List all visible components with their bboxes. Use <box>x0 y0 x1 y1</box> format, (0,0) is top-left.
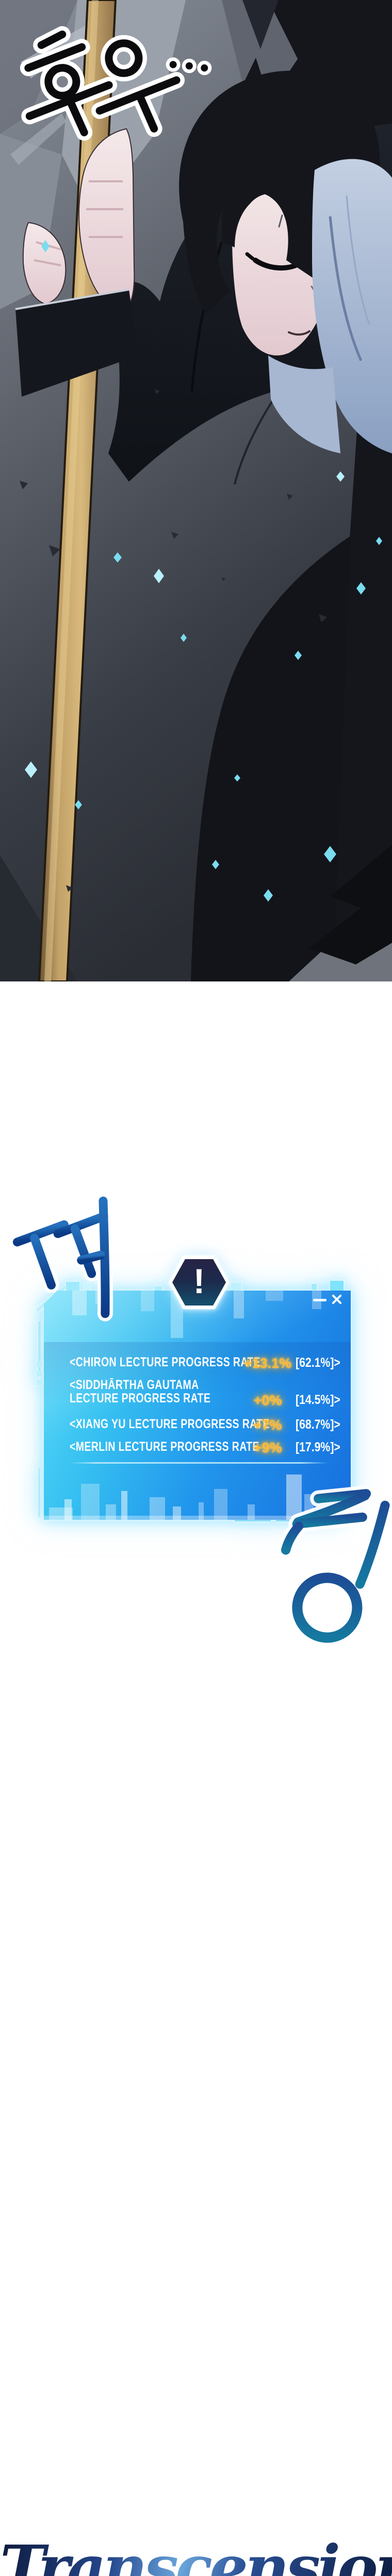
lecture-name: <XIANG YU LECTURE PROGRESS RATE <box>70 1417 270 1431</box>
city-bar <box>150 1497 165 1520</box>
city-bar <box>106 1504 116 1520</box>
city-bar <box>81 1484 100 1520</box>
lecture-delta: +0% <box>253 1393 282 1408</box>
series-title-line1: Transcension <box>0 2537 392 2576</box>
bottom-dash <box>276 1519 289 1521</box>
lecture-delta: +9% <box>253 1440 282 1455</box>
popup-divider <box>70 1462 328 1464</box>
edge-line <box>38 1468 40 1517</box>
hanging-block <box>266 1291 283 1301</box>
lecture-name: <MERLIN LECTURE PROGRESS RATE <box>70 1439 259 1454</box>
pixel-deco <box>66 1282 79 1291</box>
alert-hexagon: ! <box>169 1256 230 1309</box>
hanging-block <box>141 1291 154 1311</box>
sleeve-cuff <box>15 289 138 397</box>
sfx-sigh-text <box>20 26 212 141</box>
lecture-delta: +13.1% <box>243 1355 292 1371</box>
progress-row-siddhartha: <SIDDHĀRTHA GAUTAMA LECTURE PROGRESS RAT… <box>70 1378 331 1405</box>
lecture-delta: +7% <box>253 1417 282 1433</box>
lecture-total: [17.9%]> <box>296 1440 340 1454</box>
pixel-deco <box>84 1284 90 1291</box>
pixel-deco <box>312 1284 317 1290</box>
minimize-icon[interactable] <box>313 1299 326 1301</box>
city-bar <box>248 1504 255 1520</box>
character-hood <box>268 159 392 453</box>
progress-row-xiangyu: <XIANG YU LECTURE PROGRESS RATE +7% [68.… <box>70 1417 331 1431</box>
sparkle-particles <box>25 240 382 902</box>
scene-illustration <box>0 0 392 981</box>
sfx-ding: 띠 <box>0 1185 155 1342</box>
character-hand-upper <box>78 128 135 313</box>
bottom-strip <box>44 1516 351 1520</box>
city-bar <box>64 1499 72 1520</box>
lecture-name: <SIDDHĀRTHA GAUTAMA <box>70 1378 199 1392</box>
series-footer: Transcension Academy ART KYUJANU STORYBO… <box>0 2537 392 2576</box>
lecture-total: [68.7%]> <box>296 1417 340 1432</box>
lecture-name-line2: LECTURE PROGRESS RATE <box>70 1391 211 1405</box>
edge-dash <box>37 1361 43 1367</box>
edge-dash <box>37 1380 43 1385</box>
pixel-deco <box>155 1286 162 1291</box>
close-icon[interactable] <box>330 1293 343 1306</box>
edge-dash <box>37 1370 43 1377</box>
pixel-deco <box>330 1281 344 1291</box>
mouth <box>288 330 311 336</box>
hanging-block <box>234 1291 244 1318</box>
exclamation-icon: ! <box>193 1262 205 1301</box>
bottom-dash <box>235 1519 271 1521</box>
pixel-deco <box>231 1283 241 1291</box>
progress-row-merlin: <MERLIN LECTURE PROGRESS RATE +9% [17.9%… <box>70 1440 331 1453</box>
city-bar <box>286 1475 302 1520</box>
city-bar <box>173 1506 181 1520</box>
edge-line <box>38 1321 41 1371</box>
city-bar <box>199 1502 204 1520</box>
system-popup-window: <CHIRON LECTURE PROGRESS RATE +13.1% [62… <box>36 1281 351 1521</box>
city-bar <box>214 1489 227 1520</box>
sfx-ring: 링 <box>258 1484 392 1651</box>
city-bar <box>121 1491 127 1520</box>
hanging-block <box>72 1291 87 1315</box>
lecture-name: <CHIRON LECTURE PROGRESS RATE <box>70 1355 261 1369</box>
lecture-total: [62.1%]> <box>296 1355 340 1370</box>
debris-particles <box>20 389 327 892</box>
progress-row-chiron: <CHIRON LECTURE PROGRESS RATE +13.1% [62… <box>70 1355 331 1369</box>
lecture-total: [14.5%]> <box>296 1393 340 1407</box>
hexagon-fill: ! <box>172 1259 226 1306</box>
